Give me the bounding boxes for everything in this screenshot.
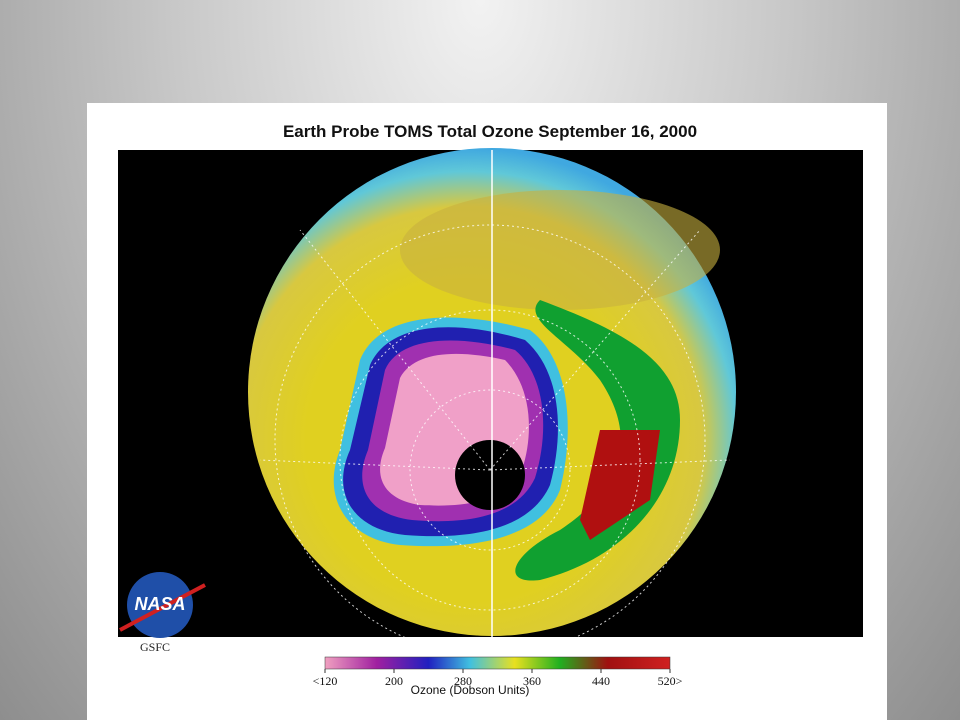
logo-caption: GSFC — [140, 640, 170, 654]
colorbar-tick-label: 360 — [523, 674, 541, 688]
logo-swoosh — [119, 583, 206, 632]
colorbar — [324, 656, 671, 670]
ozone-map — [248, 148, 736, 656]
colorbar-tick-label: 440 — [592, 674, 610, 688]
logo — [127, 572, 193, 638]
colorbar-tick-label: 280 — [454, 674, 472, 688]
title: Earth Probe TOMS Total Ozone September 1… — [283, 122, 697, 141]
colorbar-tick-label: <120 — [313, 674, 338, 688]
colorbar-tick-label: 200 — [385, 674, 403, 688]
colorbar-title: Ozone (Dobson Units) — [411, 683, 530, 697]
logo-text: NASA — [134, 594, 185, 614]
colorbar-tick-label: 520> — [658, 674, 683, 688]
